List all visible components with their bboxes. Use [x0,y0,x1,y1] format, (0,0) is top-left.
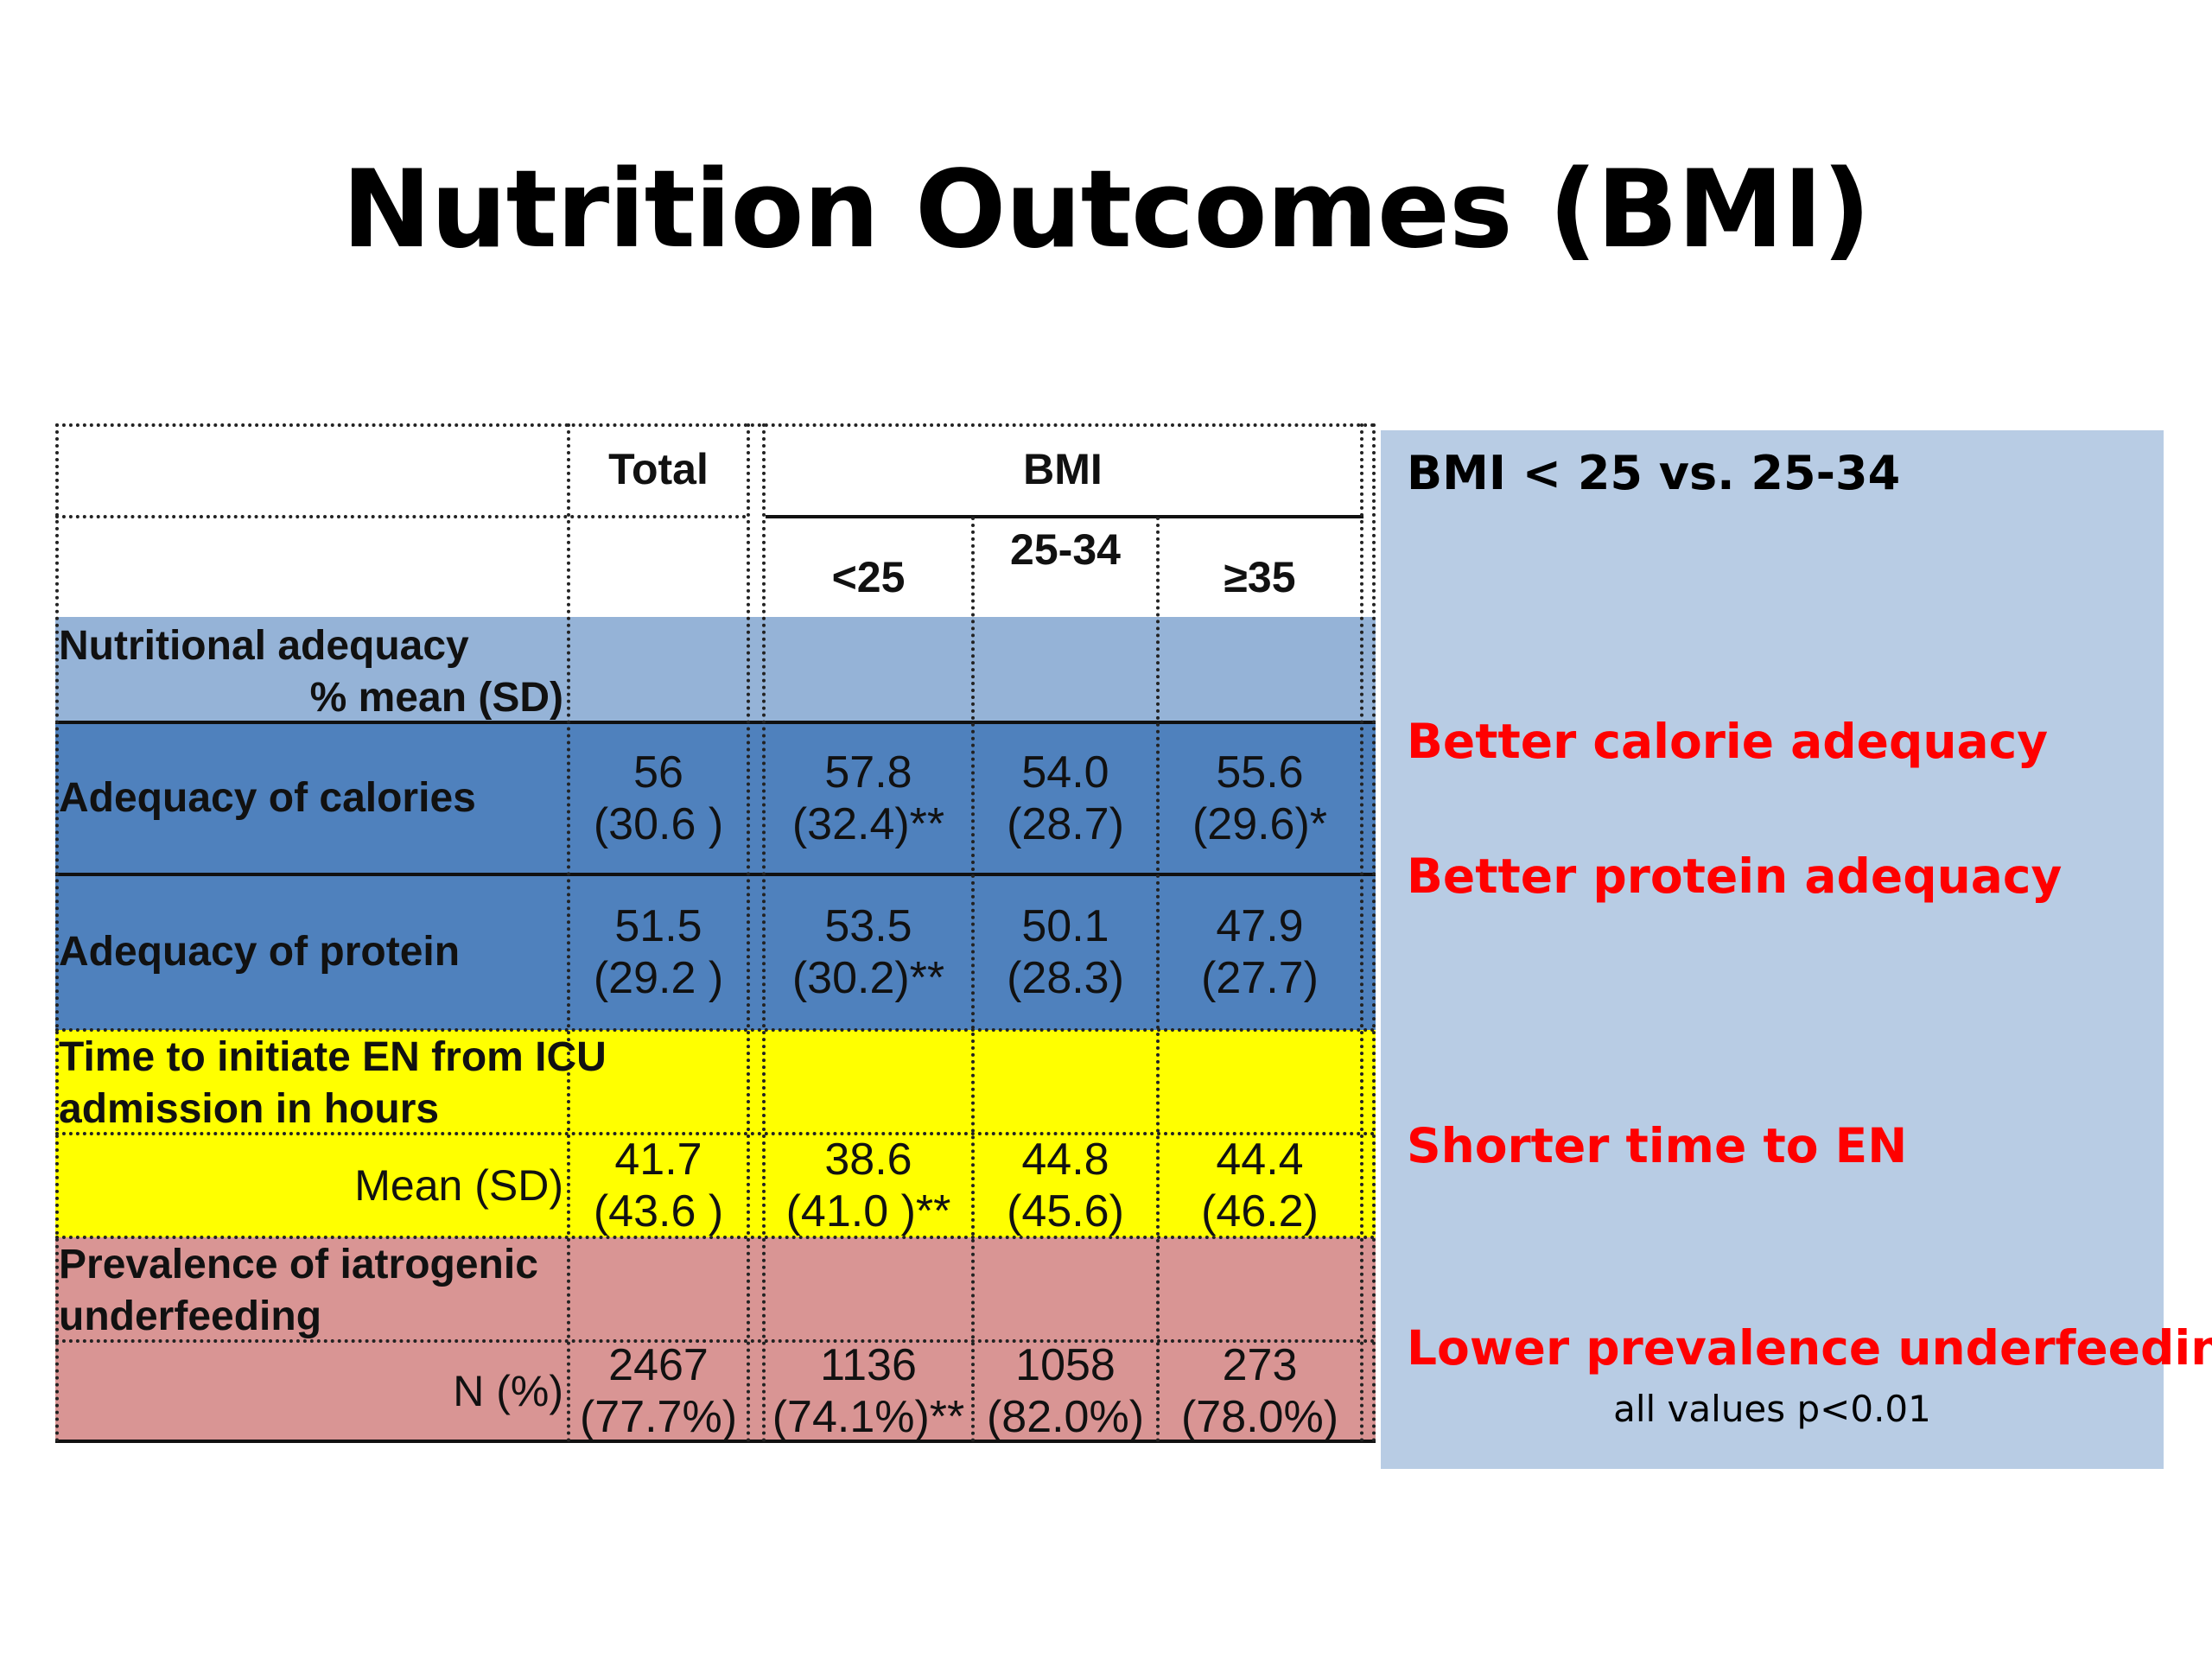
time-en-lt25-mean: 38.6 [824,1135,912,1185]
calories-total: 56 (30.6 ) [570,722,747,874]
rule-in-time-section [55,1132,1376,1135]
time-to-en-line1: Time to initiate EN from ICU [59,1034,607,1080]
calories-ge35-mean: 55.6 [1216,747,1304,798]
finding-time: Shorter time to EN [1407,1118,1908,1173]
protein-total-sd: (29.2 ) [593,953,724,1003]
left-border [55,423,59,1443]
header-total: Total [608,445,709,493]
time-en-25-34: 44.8 (45.6) [975,1134,1156,1237]
header-bmi: BMI [1023,445,1103,493]
page-title: Nutrition Outcomes (BMI) [341,148,1872,272]
time-en-lt25: 38.6 (41.0 )** [766,1134,971,1237]
calories-ge35-sd: (29.6)* [1192,799,1328,849]
underfeeding-ge35: 273 (78.0%) [1160,1340,1360,1442]
header-bmi-ge35: ≥35 [1224,553,1296,601]
header-bmi-lt25: <25 [831,553,906,601]
col-divider-total-b [762,423,766,1443]
calories-lt25-sd: (32.4)** [791,799,945,849]
rule-after-protein [55,1028,1376,1032]
protein-lt25-mean: 53.5 [824,901,912,951]
row-label-protein: Adequacy of protein [59,929,461,975]
protein-lt25-sd: (30.2)** [791,953,945,1003]
protein-ge35-sd: (27.7) [1201,953,1319,1003]
section-subtitle-mean-sd: % mean (SD) [309,675,563,721]
underfeeding-mid-pct: (82.0%) [986,1392,1145,1442]
calories-25-34: 54.0 (28.7) [975,722,1156,874]
calories-total-sd: (30.6 ) [593,799,724,849]
calories-lt25-mean: 57.8 [824,747,912,798]
right-border-b [1372,423,1376,1443]
section-band-nutritional-adequacy [55,617,1376,722]
row-band-protein [55,874,1376,1030]
finding-underfeeding: Lower prevalence underfeeding [1407,1320,2212,1376]
bmi-underline [766,515,1363,518]
protein-ge35: 47.9 (27.7) [1160,874,1360,1030]
protein-mid-mean: 50.1 [1021,901,1109,951]
section-title-nutritional-adequacy: Nutritional adequacy [59,623,469,669]
time-en-total-sd: (43.6 ) [593,1186,724,1236]
underfeeding-lt25-n: 1136 [820,1340,917,1390]
col-divider-total-a [747,423,750,1443]
rule-after-calories [55,873,1376,876]
calories-ge35: 55.6 (29.6)* [1160,722,1360,874]
time-en-ge35-sd: (46.2) [1201,1186,1319,1236]
time-en-ge35: 44.4 (46.2) [1160,1134,1360,1237]
protein-mid-sd: (28.3) [1007,953,1124,1003]
rule-after-time [55,1236,1376,1239]
panel-footnote: all values p<0.01 [1613,1388,1931,1430]
underfeeding-total-pct: (77.7%) [579,1392,738,1442]
section-title-time-to-en: Time to initiate EN from ICU admission i… [59,1032,750,1135]
protein-total: 51.5 (29.2 ) [570,874,747,1030]
finding-calorie: Better calorie adequacy [1407,714,2049,769]
calories-mid-mean: 54.0 [1021,747,1109,798]
underfeeding-sub-label: N (%) [453,1367,563,1415]
calories-mid-sd: (28.7) [1007,799,1124,849]
time-to-en-line2: admission in hours [59,1086,440,1132]
time-to-en-sub-label: Mean (SD) [354,1161,563,1210]
protein-25-34: 50.1 (28.3) [975,874,1156,1030]
col-divider-mid [1156,517,1160,1443]
time-en-mid-sd: (45.6) [1007,1186,1124,1236]
protein-ge35-mean: 47.9 [1216,901,1304,951]
underfeeding-mid-n: 1058 [1015,1340,1116,1390]
protein-total-mean: 51.5 [614,901,702,951]
underfeeding-25-34: 1058 (82.0%) [975,1340,1156,1442]
underfeeding-ge35-pct: (78.0%) [1180,1392,1339,1442]
rule-in-underfeeding [55,1339,1376,1343]
outcomes-table: Total BMI <25 25-34 ≥35 Nutritional adeq… [55,423,1376,1443]
calories-lt25: 57.8 (32.4)** [766,722,971,874]
col-divider-lt25 [971,517,975,1443]
underfeeding-line1: Prevalence of iatrogenic [59,1242,538,1287]
findings-panel: BMI < 25 vs. 25-34 Better calorie adequa… [1381,430,2212,1469]
underfeeding-lt25-pct: (74.1%)** [772,1392,965,1442]
time-en-total: 41.7 (43.6 ) [570,1134,747,1237]
right-border-a [1360,423,1363,1443]
header-bmi-25-34: 25-34 [1010,525,1121,574]
table-top-border [55,423,1376,427]
calories-total-mean: 56 [633,747,683,798]
time-en-mid-mean: 44.8 [1021,1135,1109,1185]
time-en-lt25-sd: (41.0 )** [785,1186,951,1236]
time-en-ge35-mean: 44.4 [1216,1135,1304,1185]
protein-lt25: 53.5 (30.2)** [766,874,971,1030]
table-bottom-border [55,1440,1376,1443]
rule-after-adequacy [55,721,1376,724]
row-label-calories: Adequacy of calories [59,775,476,821]
underfeeding-total-n: 2467 [608,1340,709,1390]
underfeeding-lt25: 1136 (74.1%)** [766,1340,971,1442]
time-en-total-mean: 41.7 [614,1135,702,1185]
section-title-underfeeding: Prevalence of iatrogenic underfeeding [59,1239,750,1343]
header-divider [55,515,747,518]
row-band-calories [55,722,1376,874]
underfeeding-ge35-n: 273 [1222,1340,1298,1390]
col-divider-label [567,423,570,1443]
panel-heading: BMI < 25 vs. 25-34 [1407,446,1901,500]
underfeeding-line2: underfeeding [59,1294,322,1339]
finding-protein: Better protein adequacy [1407,849,2063,904]
underfeeding-total: 2467 (77.7%) [570,1340,747,1442]
